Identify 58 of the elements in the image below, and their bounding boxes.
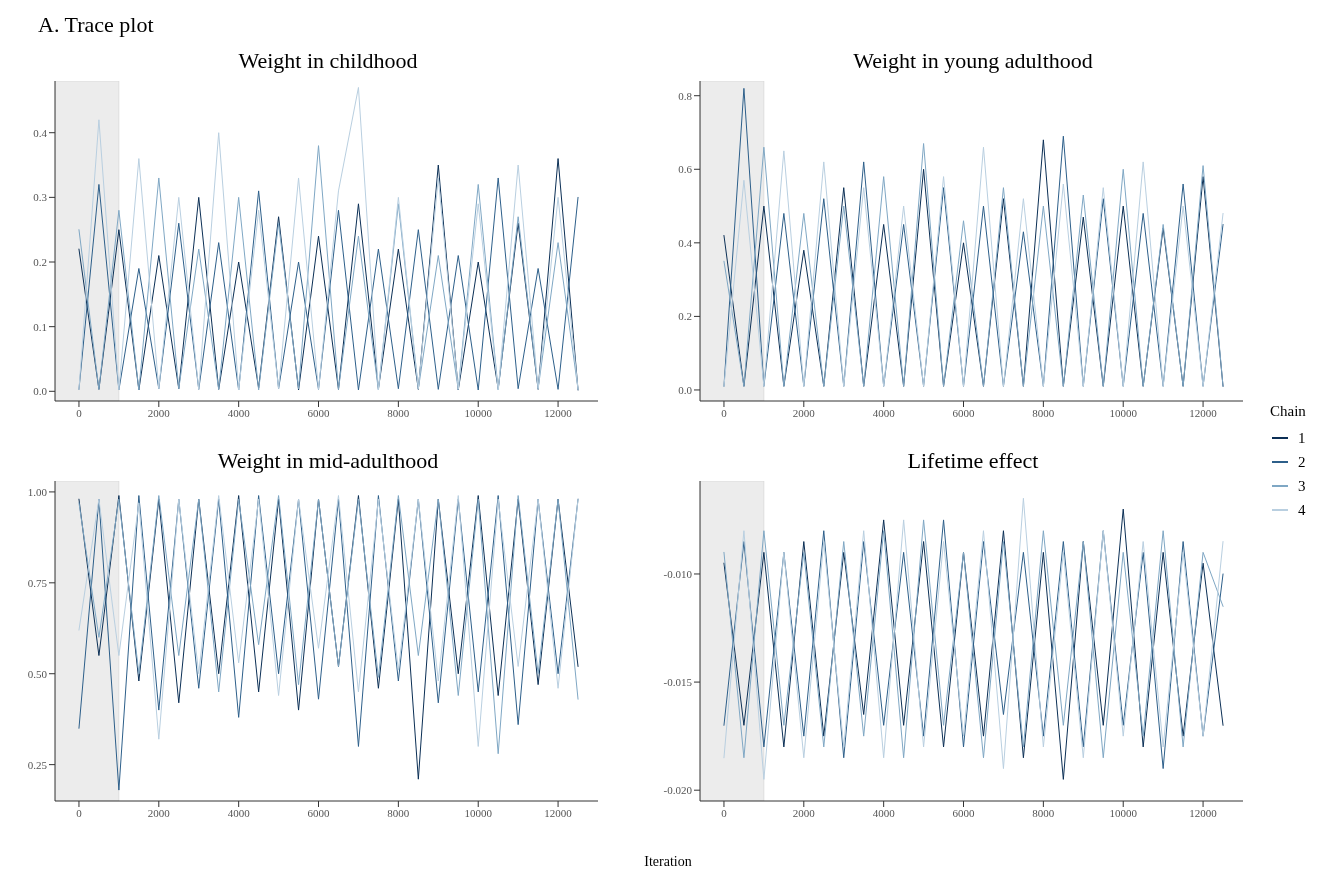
x-tick-label: 6000 xyxy=(952,406,976,419)
x-tick-label: 8000 xyxy=(387,806,410,819)
y-tick-label: 0.6 xyxy=(678,163,693,176)
y-tick-label: 0.4 xyxy=(33,126,48,139)
x-tick-label: 10000 xyxy=(1109,806,1138,819)
y-tick-label: -0.010 xyxy=(663,567,693,580)
x-tick-label: 12000 xyxy=(544,406,573,419)
y-tick-label: 1.00 xyxy=(27,485,48,498)
legend-label: 4 xyxy=(1298,501,1306,519)
x-tick-label: 6000 xyxy=(307,806,331,819)
x-tick-label: 12000 xyxy=(1189,806,1218,819)
legend-label: 3 xyxy=(1298,477,1306,495)
x-tick-label: 10000 xyxy=(1109,406,1138,419)
line-series xyxy=(78,86,579,391)
x-tick-label: 2000 xyxy=(792,406,816,419)
y-tick-label: 0.0 xyxy=(678,383,693,396)
line-series xyxy=(723,87,1224,387)
chart-title: Weight in childhood xyxy=(237,48,419,74)
x-tick-label: 4000 xyxy=(227,806,251,819)
x-tick-label: 10000 xyxy=(464,806,493,819)
y-tick-label: 0.8 xyxy=(678,89,693,102)
y-tick-label: 0.1 xyxy=(33,320,47,333)
x-tick-label: 0 xyxy=(76,406,83,419)
x-tick-label: 6000 xyxy=(307,406,331,419)
text: A. Trace plot xyxy=(38,12,154,38)
y-tick-label: 0.4 xyxy=(678,236,693,249)
x-tick-label: 4000 xyxy=(872,806,896,819)
x-axis-title: Iteration xyxy=(643,854,693,870)
y-tick-label: 0.2 xyxy=(33,255,47,268)
x-tick-label: 12000 xyxy=(544,806,573,819)
legend-label: 2 xyxy=(1298,453,1306,471)
x-tick-label: 2000 xyxy=(147,806,171,819)
x-tick-label: 8000 xyxy=(387,406,410,419)
x-tick-label: 8000 xyxy=(1032,806,1055,819)
y-tick-label: 0.2 xyxy=(678,310,692,323)
y-tick-label: -0.020 xyxy=(663,784,693,797)
x-tick-label: 0 xyxy=(76,806,83,819)
y-tick-label: 0.0 xyxy=(33,385,48,398)
chart-title: Weight in young adulthood xyxy=(852,48,1094,74)
x-tick-label: 8000 xyxy=(1032,406,1055,419)
chart-title: Weight in mid-adulthood xyxy=(216,448,440,474)
x-tick-label: 0 xyxy=(721,806,728,819)
y-tick-label: 0.25 xyxy=(27,758,48,771)
x-tick-label: 6000 xyxy=(952,806,976,819)
x-tick-label: 2000 xyxy=(147,406,171,419)
x-tick-label: 4000 xyxy=(872,406,896,419)
y-tick-label: 0.3 xyxy=(33,191,48,204)
x-tick-label: 10000 xyxy=(464,406,493,419)
chart-title: Lifetime effect xyxy=(906,448,1040,474)
x-tick-label: 4000 xyxy=(227,406,251,419)
x-tick-label: 0 xyxy=(721,406,728,419)
x-tick-label: 12000 xyxy=(1189,406,1218,419)
legend-title: Chain xyxy=(1270,403,1306,420)
y-tick-label: 0.50 xyxy=(27,667,48,680)
y-tick-label: 0.75 xyxy=(27,576,48,589)
y-tick-label: -0.015 xyxy=(663,675,693,688)
x-tick-label: 2000 xyxy=(792,806,816,819)
legend-label: 1 xyxy=(1298,429,1306,447)
